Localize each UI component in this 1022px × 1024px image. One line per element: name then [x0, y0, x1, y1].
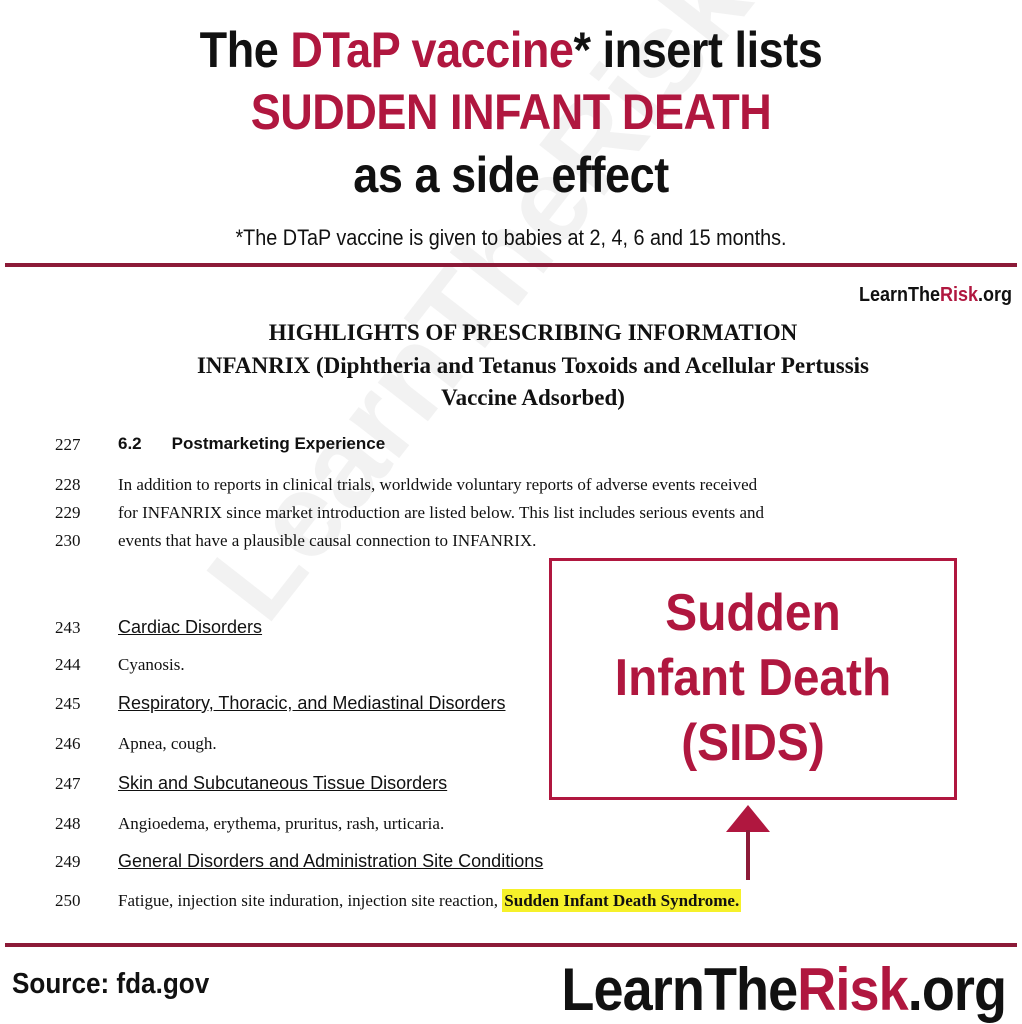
line-number: 248 — [55, 814, 81, 833]
footnote: *The DTaP vaccine is given to babies at … — [235, 225, 787, 250]
doc-text: Angioedema, erythema, pruritus, rash, ur… — [118, 814, 445, 833]
line-number: 227 — [55, 435, 81, 454]
line-number: 230 — [55, 531, 81, 550]
divider-top — [5, 263, 1017, 267]
doc-text: for INFANRIX since market introduction a… — [118, 503, 765, 522]
brand-text-accent: Risk — [797, 956, 908, 1023]
brand-small: LearnTheRisk.org — [859, 284, 1012, 307]
brand-large: LearnTheRisk.org — [561, 955, 1007, 1024]
arrow-up-icon — [726, 805, 770, 880]
brand-text: .org — [907, 956, 1007, 1023]
doc-text: events that have a plausible causal conn… — [118, 531, 537, 550]
doc-text-plain: Fatigue, injection site induration, inje… — [118, 891, 503, 910]
section-heading: 6.2 Postmarketing Experience — [118, 434, 385, 454]
doc-text: In addition to reports in clinical trial… — [118, 475, 758, 494]
divider-bottom — [5, 943, 1017, 947]
doc-heading-1: HIGHLIGHTS OF PRESCRIBING INFORMATION — [268, 320, 798, 345]
line-number: 246 — [55, 734, 81, 753]
doc-text: Apnea, cough. — [118, 734, 217, 753]
headline-text: * insert lists — [573, 22, 823, 78]
brand-text-accent: Risk — [939, 284, 978, 306]
line-number: 247 — [55, 774, 81, 793]
line-number: 250 — [55, 891, 81, 910]
doc-heading-3: Vaccine Adsorbed) — [441, 385, 625, 410]
line-number: 228 — [55, 475, 81, 494]
source-label: Source: fda.gov — [12, 968, 210, 1000]
brand-text: LearnThe — [858, 284, 940, 306]
section-title: Postmarketing Experience — [171, 434, 386, 453]
line-number: 244 — [55, 655, 81, 674]
headline-highlight: DTaP vaccine — [290, 22, 574, 78]
headline-line-3: as a side effect — [353, 147, 669, 203]
line-number: 245 — [55, 694, 81, 713]
headline-line-2: SUDDEN INFANT DEATH — [250, 84, 772, 140]
brand-text: LearnThe — [561, 956, 798, 1023]
line-number: 229 — [55, 503, 81, 522]
doc-heading-2: INFANRIX (Diphtheria and Tetanus Toxoids… — [196, 353, 870, 378]
brand-text: .org — [977, 284, 1012, 306]
category-heading: Respiratory, Thoracic, and Mediastinal D… — [118, 693, 506, 713]
callout-text: Sudden — [665, 584, 841, 642]
sids-callout-box: Sudden Infant Death (SIDS) — [549, 558, 957, 800]
line-number: 249 — [55, 852, 81, 871]
line-number: 243 — [55, 618, 81, 637]
doc-text: Fatigue, injection site induration, inje… — [118, 889, 742, 912]
headline-line-1: The DTaP vaccine* insert lists — [51, 22, 971, 78]
category-heading: General Disorders and Administration Sit… — [118, 851, 544, 871]
section-number: 6.2 — [118, 434, 142, 453]
category-heading: Skin and Subcutaneous Tissue Disorders — [118, 773, 448, 793]
callout-text: (SIDS) — [681, 714, 825, 772]
highlighted-text: Sudden Infant Death Syndrome. — [502, 889, 742, 912]
category-heading: Cardiac Disorders — [118, 617, 263, 637]
doc-text: Cyanosis. — [118, 655, 185, 674]
headline-text: The — [199, 22, 291, 78]
callout-text: Infant Death — [614, 649, 892, 707]
